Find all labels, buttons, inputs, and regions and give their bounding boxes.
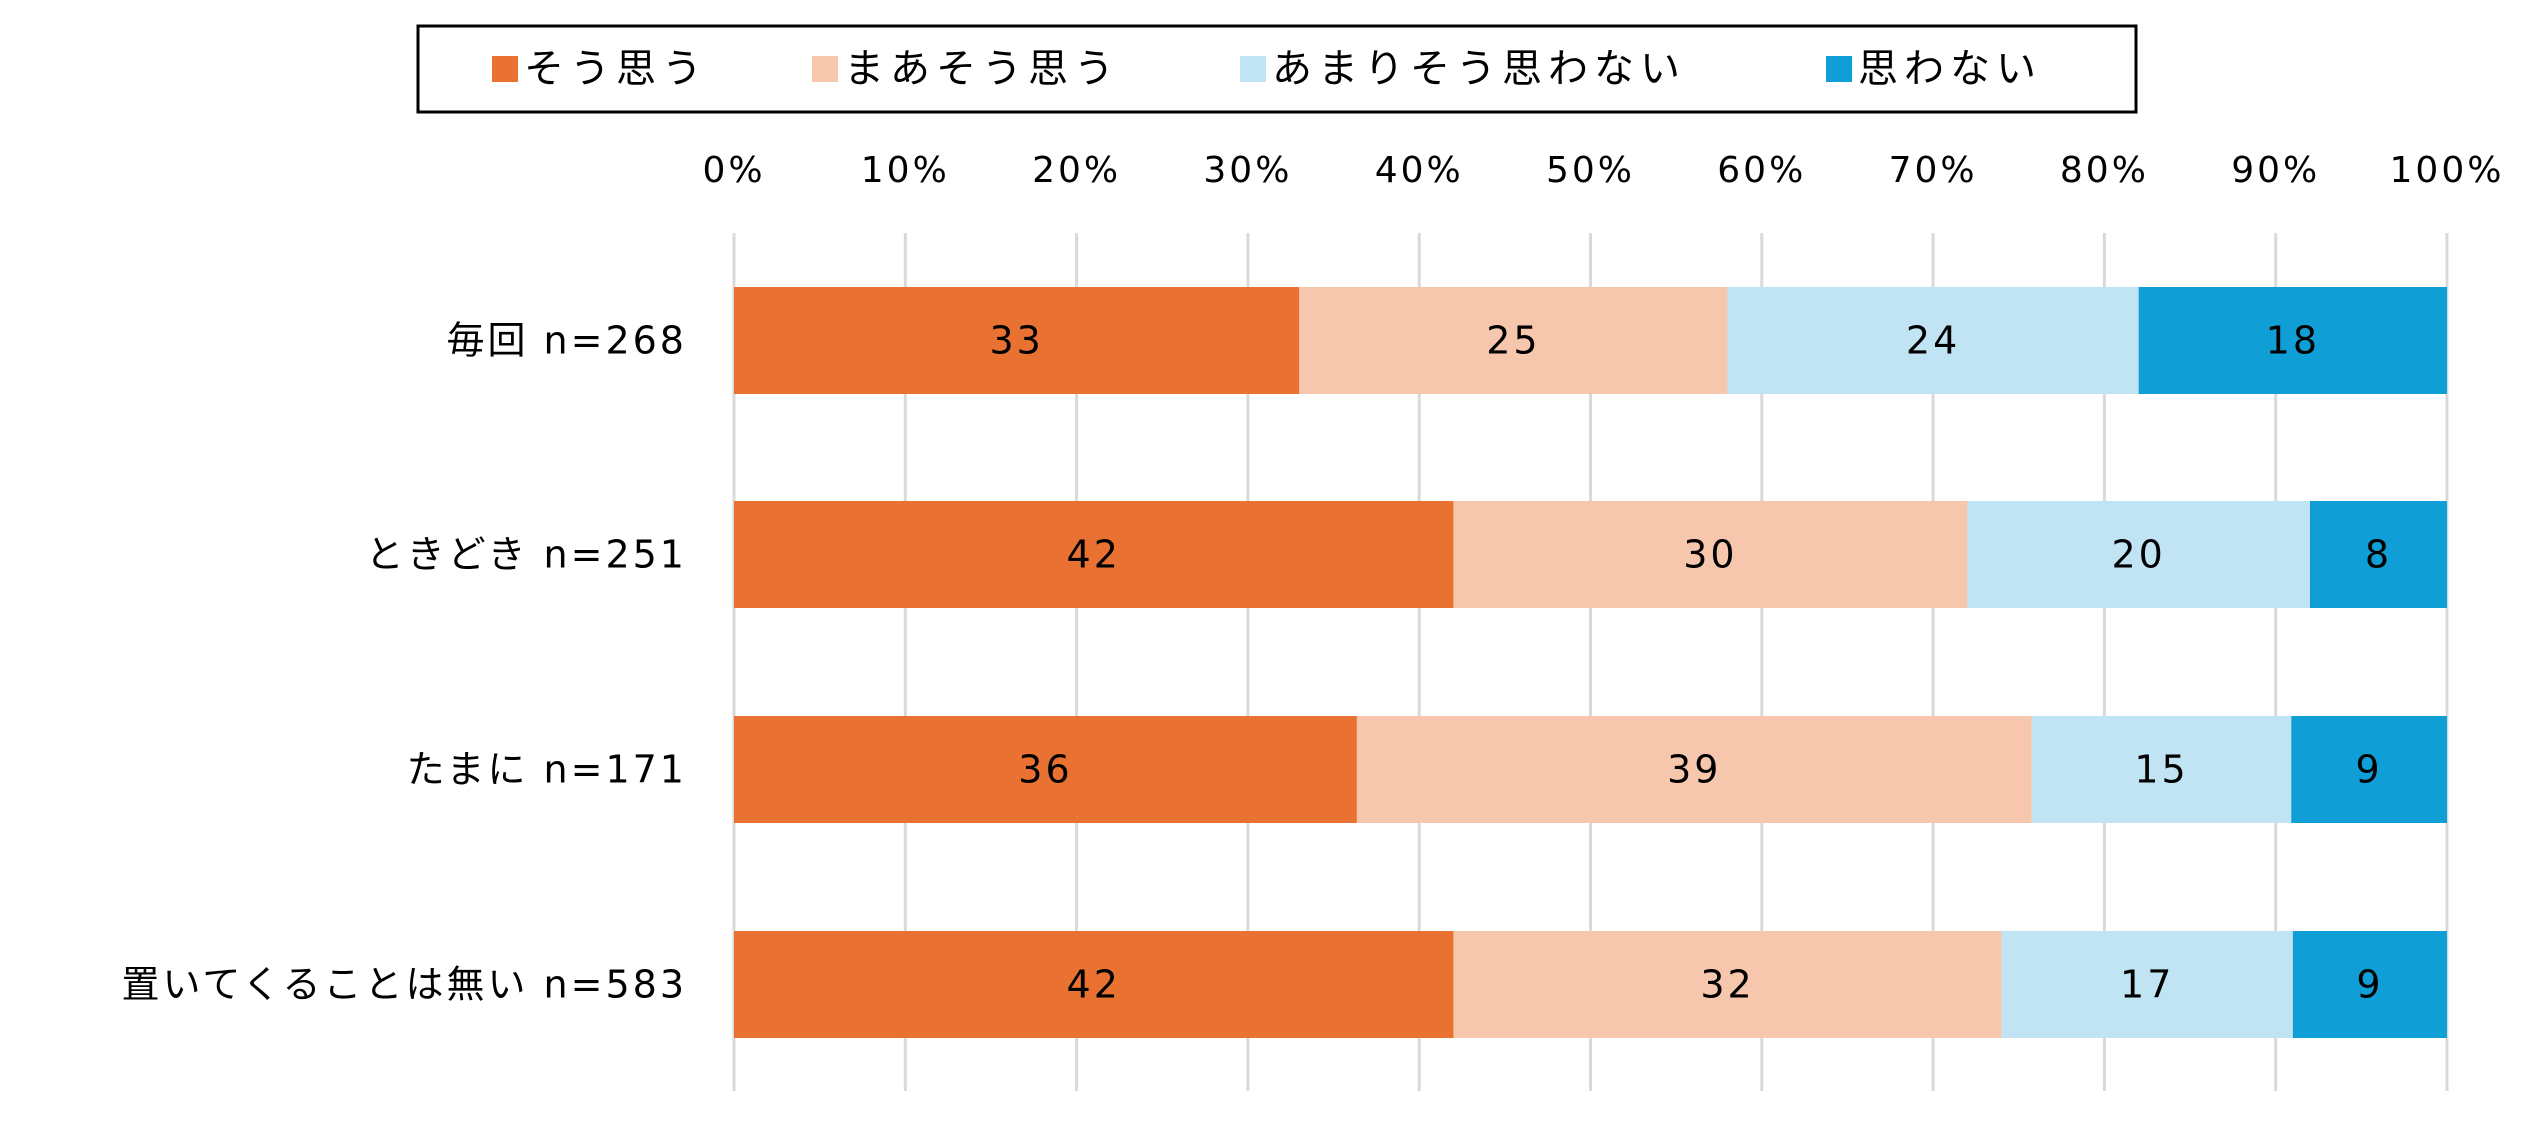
x-tick-label: 100% <box>2390 150 2505 191</box>
data-label: 42 <box>1067 963 1121 1007</box>
bar-segment <box>2291 716 2447 823</box>
data-label: 9 <box>2356 748 2383 792</box>
x-tick-label: 50% <box>1546 150 1635 191</box>
bar-segment <box>2292 931 2447 1038</box>
data-label: 25 <box>1486 319 1540 363</box>
data-label: 8 <box>2365 533 2392 577</box>
data-label: 42 <box>1067 533 1121 577</box>
data-label: 24 <box>1906 319 1960 363</box>
legend-label-1: そう思う <box>524 46 708 92</box>
data-label: 36 <box>1018 748 1072 792</box>
legend-label-4: 思わない <box>1858 46 2042 92</box>
legend: そう思う まあそう思う あまりそう思わない 思わない <box>416 24 2138 114</box>
category-label: たまに n=171 <box>407 748 687 792</box>
x-tick-label: 70% <box>1889 150 1978 191</box>
data-label: 15 <box>2134 748 2188 792</box>
bar-segment <box>1453 931 2002 1038</box>
bar-segment <box>1299 287 1728 394</box>
category-label: 置いてくることは無い n=583 <box>122 963 688 1007</box>
legend-label-2: まあそう思う <box>844 46 1120 92</box>
data-label: 18 <box>2266 319 2320 363</box>
bar-segment <box>2001 931 2293 1038</box>
bar-segment <box>734 931 1454 1038</box>
x-tick-label: 40% <box>1375 150 1464 191</box>
legend-label-3: あまりそう思わない <box>1272 46 1686 92</box>
x-tick-label: 60% <box>1717 150 1806 191</box>
bar-segment <box>1967 501 2310 608</box>
category-label: ときどき n=251 <box>366 533 687 577</box>
bar-segment <box>734 716 1357 823</box>
bar-segment <box>1356 716 2032 823</box>
legend-swatch-4 <box>1826 56 1852 82</box>
bar-segment <box>2031 716 2292 823</box>
data-label: 33 <box>989 319 1043 363</box>
x-tick-label: 20% <box>1032 150 1121 191</box>
bar-segment <box>1727 287 2139 394</box>
legend-swatch-1 <box>492 56 518 82</box>
category-labels: 毎回 n=268 ときどき n=251 たまに n=171 置いてくることは無い n=… <box>122 319 688 1007</box>
data-label: 32 <box>1700 963 1754 1007</box>
bar-segment <box>2309 501 2447 608</box>
legend-swatch-2 <box>812 56 838 82</box>
bar-segment <box>734 501 1454 608</box>
data-label: 9 <box>2356 963 2383 1007</box>
bar-segment <box>1453 501 1968 608</box>
x-tick-label: 10% <box>861 150 950 191</box>
legend-swatch-3 <box>1240 56 1266 82</box>
bar-segment <box>2138 287 2447 394</box>
x-tick-label: 90% <box>2231 150 2320 191</box>
data-label: 30 <box>1683 533 1737 577</box>
x-tick-label: 0% <box>702 150 765 191</box>
x-axis-tick-labels: 0% 10% 20% 30% 40% 50% 60% 70% 80% 90% 100% <box>702 150 2505 191</box>
bar-segment <box>734 287 1300 394</box>
category-label: 毎回 n=268 <box>446 319 687 363</box>
x-tick-label: 80% <box>2060 150 2149 191</box>
bars: 33 25 24 18 42 30 20 8 36 39 15 9 42 32 17 9 <box>734 287 2447 1038</box>
data-label: 17 <box>2120 963 2174 1007</box>
data-label: 20 <box>2111 533 2165 577</box>
data-label: 39 <box>1667 748 1721 792</box>
x-tick-label: 30% <box>1203 150 1292 191</box>
